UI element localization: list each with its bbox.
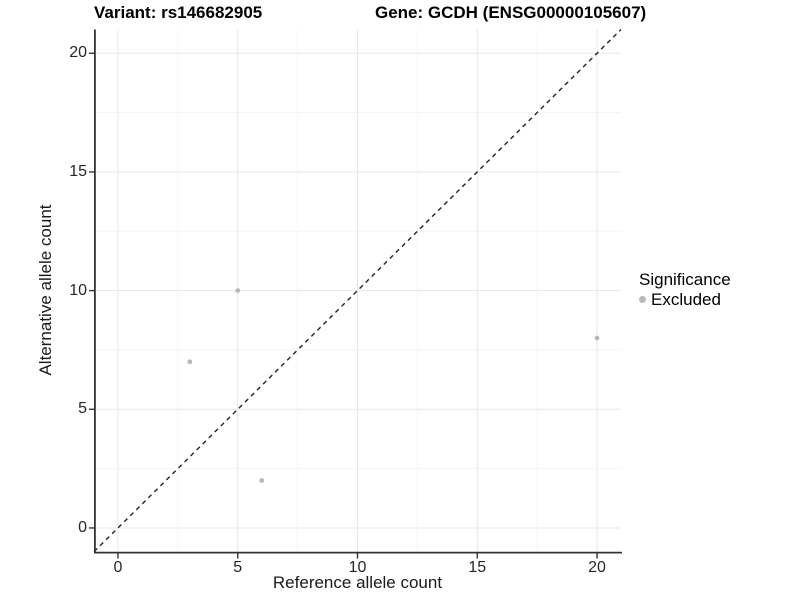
data-point [594,335,600,341]
y-tick-label: 0 [78,518,87,536]
x-tick-label: 5 [233,559,243,576]
legend-item-excluded: Excluded [639,290,731,309]
legend-item-label: Excluded [651,290,721,309]
excluded-point-icon [639,296,646,303]
x-tick-label: 20 [588,559,606,576]
x-tick-label: 10 [348,559,367,576]
y-tick-label: 5 [78,400,87,418]
x-axis-title: Reference allele count [272,573,443,592]
y-tick-label: 20 [69,44,87,62]
y-tick-label: 15 [69,162,87,180]
legend-title: Significance [639,270,731,289]
data-point [235,288,241,293]
x-tick-label: 0 [113,559,123,576]
variant-title: Variant: rs146682905 [94,3,263,22]
data-point [259,478,265,483]
gene-title: Gene: GCDH (ENSG00000105607) [375,3,647,22]
y-tick-label: 10 [69,281,87,299]
x-tick-label: 15 [468,559,487,576]
legend: Significance Excluded [639,270,731,309]
data-point [187,359,193,365]
